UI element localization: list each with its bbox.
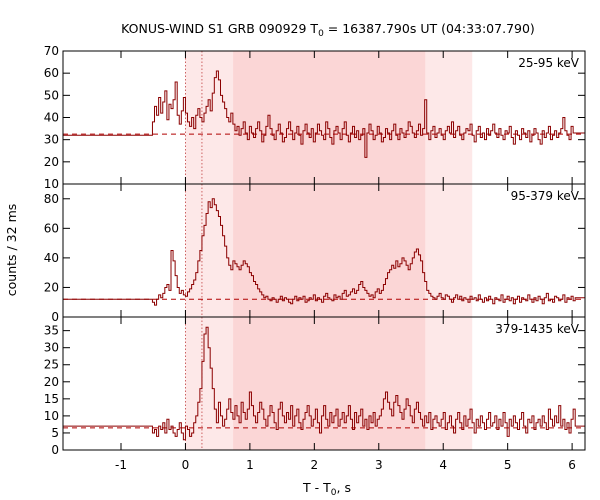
x-tick-label: 1	[246, 458, 254, 472]
y-tick-label: 20	[44, 375, 59, 389]
y-tick-label: 50	[44, 88, 59, 102]
x-tick-label: 3	[375, 458, 383, 472]
panel-frame	[62, 316, 586, 451]
x-tick-label: 2	[311, 458, 319, 472]
panel-1: 10 20 30 40 50 60 70 25-95 keV	[44, 44, 586, 191]
y-tick-label: 20	[44, 155, 59, 169]
energy-band-label: 25-95 keV	[518, 56, 580, 70]
shaded-region-2	[233, 184, 426, 317]
y-tick-label: 5	[51, 426, 59, 440]
y-tick-label: 20	[44, 280, 59, 294]
panel-2: 0 20 40 60 80 95-379 keV	[44, 183, 586, 324]
x-tick-label: 5	[504, 458, 512, 472]
energy-band-label: 379-1435 keV	[495, 322, 579, 336]
chart-title: KONUS-WIND S1 GRB 090929 T0 = 16387.790s…	[121, 21, 535, 39]
y-tick-label: 25	[44, 358, 59, 372]
y-tick-label: 15	[44, 392, 59, 406]
x-tick-label: 4	[439, 458, 447, 472]
y-tick-label: 10	[44, 177, 59, 191]
y-tick-label: 60	[44, 66, 59, 80]
y-tick-label: 10	[44, 409, 59, 423]
y-tick-label: 0	[51, 443, 59, 457]
y-axis-label: counts / 32 ms	[4, 204, 19, 297]
y-tick-label: 70	[44, 44, 59, 58]
y-tick-label: 30	[44, 341, 59, 355]
panel-3: 0 5 10 15 20 25 30 35 379-1435 keV	[44, 316, 586, 457]
y-tick-label: 0	[51, 310, 59, 324]
shaded-region-2	[233, 51, 426, 184]
shaded-region-2	[233, 317, 426, 450]
light-curve-1	[63, 70, 585, 158]
x-tick-label: 6	[568, 458, 576, 472]
x-tick-label: -1	[115, 458, 127, 472]
light-curve-2	[63, 198, 585, 306]
energy-band-label: 95-379 keV	[511, 189, 580, 203]
y-tick-label: 40	[44, 111, 59, 125]
x-axis-label: T - T0, s	[302, 480, 351, 498]
y-tick-label: 40	[44, 251, 59, 265]
light-curve-3	[63, 326, 585, 441]
y-tick-label: 60	[44, 221, 59, 235]
y-tick-label: 80	[44, 192, 59, 206]
x-tick-label: 0	[182, 458, 190, 472]
y-tick-label: 30	[44, 133, 59, 147]
y-tick-label: 35	[44, 324, 59, 338]
